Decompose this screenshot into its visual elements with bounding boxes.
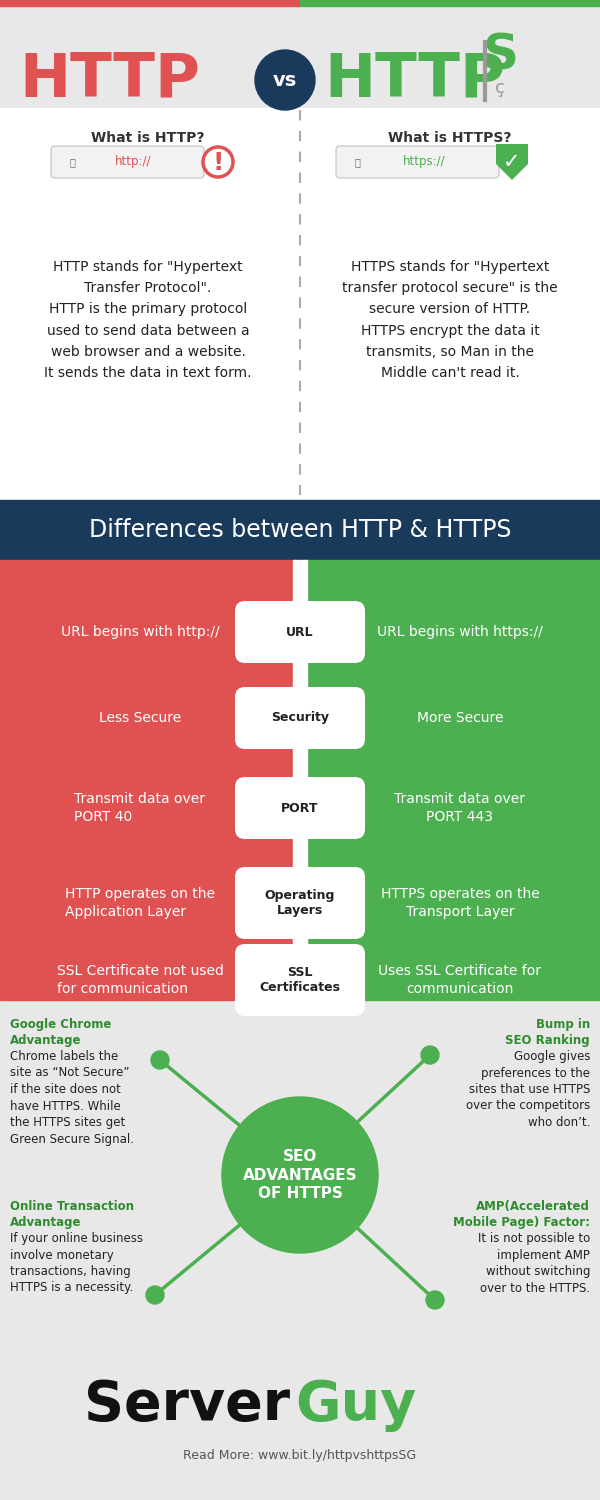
Text: Read More: www.bit.ly/httpvshttpsSG: Read More: www.bit.ly/httpvshttpsSG bbox=[184, 1449, 416, 1461]
Text: Google gives
preferences to the
sites that use HTTPS
over the competitors
who do: Google gives preferences to the sites th… bbox=[466, 1050, 590, 1130]
Bar bbox=[293, 560, 307, 1000]
Circle shape bbox=[421, 1046, 439, 1064]
FancyBboxPatch shape bbox=[235, 867, 365, 939]
Polygon shape bbox=[496, 144, 528, 180]
Text: 🔒: 🔒 bbox=[354, 158, 360, 166]
Bar bbox=[0, 1350, 600, 1500]
Text: What is HTTPS?: What is HTTPS? bbox=[388, 130, 512, 146]
Text: http://: http:// bbox=[115, 156, 151, 168]
FancyBboxPatch shape bbox=[235, 602, 365, 663]
Text: S: S bbox=[482, 32, 518, 80]
Text: If your online business
involve monetary
transactions, having
HTTPS is a necessi: If your online business involve monetary… bbox=[10, 1232, 143, 1294]
Circle shape bbox=[426, 1292, 444, 1310]
Text: ✓: ✓ bbox=[503, 152, 521, 172]
Circle shape bbox=[146, 1286, 164, 1304]
Text: SEO
ADVANTAGES
OF HTTPS: SEO ADVANTAGES OF HTTPS bbox=[242, 1149, 358, 1202]
Text: HTTP stands for "Hypertext
Transfer Protocol".
HTTP is the primary protocol
used: HTTP stands for "Hypertext Transfer Prot… bbox=[44, 260, 252, 380]
FancyBboxPatch shape bbox=[51, 146, 204, 178]
Text: URL: URL bbox=[286, 626, 314, 639]
Text: It is not possible to
implement AMP
without switching
over to the HTTPS.: It is not possible to implement AMP with… bbox=[478, 1232, 590, 1294]
FancyBboxPatch shape bbox=[235, 687, 365, 748]
Text: Security: Security bbox=[271, 711, 329, 724]
Text: Chrome labels the
site as “Not Secure”
if the site does not
have HTTPS. While
th: Chrome labels the site as “Not Secure” i… bbox=[10, 1050, 134, 1146]
Text: HTTPS operates on the
Transport Layer: HTTPS operates on the Transport Layer bbox=[380, 886, 539, 920]
Bar bbox=[300, 0, 600, 6]
FancyBboxPatch shape bbox=[235, 944, 365, 1016]
Text: URL begins with http://: URL begins with http:// bbox=[61, 626, 220, 639]
Text: vs: vs bbox=[273, 70, 297, 90]
Text: URL begins with https://: URL begins with https:// bbox=[377, 626, 543, 639]
Text: Uses SSL Certificate for
communication: Uses SSL Certificate for communication bbox=[379, 964, 542, 996]
Circle shape bbox=[151, 1052, 169, 1070]
Text: Server: Server bbox=[84, 1378, 290, 1432]
Text: Guy: Guy bbox=[295, 1378, 416, 1432]
Text: HTTPS stands for "Hypertext
transfer protocol secure" is the
secure version of H: HTTPS stands for "Hypertext transfer pro… bbox=[342, 260, 558, 380]
Text: https://: https:// bbox=[403, 156, 445, 168]
Text: Differences between HTTP & HTTPS: Differences between HTTP & HTTPS bbox=[89, 518, 511, 542]
Text: Transmit data over
PORT 443: Transmit data over PORT 443 bbox=[395, 792, 526, 824]
Text: More Secure: More Secure bbox=[417, 711, 503, 724]
Text: HTTP operates on the
Application Layer: HTTP operates on the Application Layer bbox=[65, 886, 215, 920]
Text: ç: ç bbox=[495, 80, 505, 98]
Text: HTTP: HTTP bbox=[325, 51, 505, 110]
Circle shape bbox=[203, 147, 233, 177]
Text: SSL
Certificates: SSL Certificates bbox=[260, 966, 341, 994]
Text: Operating
Layers: Operating Layers bbox=[265, 890, 335, 916]
Text: AMP(Accelerated
Mobile Page) Factor:: AMP(Accelerated Mobile Page) Factor: bbox=[453, 1200, 590, 1228]
Text: SSL Certificate not used
for communication: SSL Certificate not used for communicati… bbox=[56, 964, 223, 996]
Circle shape bbox=[222, 1096, 378, 1252]
Text: 🔒: 🔒 bbox=[69, 158, 75, 166]
Text: What is HTTP?: What is HTTP? bbox=[91, 130, 205, 146]
Text: Transmit data over
PORT 40: Transmit data over PORT 40 bbox=[74, 792, 205, 824]
FancyBboxPatch shape bbox=[336, 146, 499, 178]
Bar bbox=[0, 560, 296, 1000]
Text: Less Secure: Less Secure bbox=[99, 711, 181, 724]
Text: Online Transaction
Advantage: Online Transaction Advantage bbox=[10, 1200, 134, 1228]
Text: Bump in
SEO Ranking: Bump in SEO Ranking bbox=[505, 1019, 590, 1047]
Circle shape bbox=[255, 50, 315, 110]
Text: PORT: PORT bbox=[281, 801, 319, 814]
Text: Google Chrome
Advantage: Google Chrome Advantage bbox=[10, 1019, 112, 1047]
Bar bbox=[0, 1000, 600, 1350]
Bar bbox=[0, 0, 600, 500]
Bar bbox=[304, 560, 600, 1000]
Bar bbox=[0, 108, 600, 500]
FancyBboxPatch shape bbox=[235, 777, 365, 838]
Bar bbox=[0, 0, 300, 6]
Text: !: ! bbox=[212, 152, 224, 176]
Bar bbox=[0, 500, 600, 560]
Text: HTTP: HTTP bbox=[20, 51, 200, 110]
